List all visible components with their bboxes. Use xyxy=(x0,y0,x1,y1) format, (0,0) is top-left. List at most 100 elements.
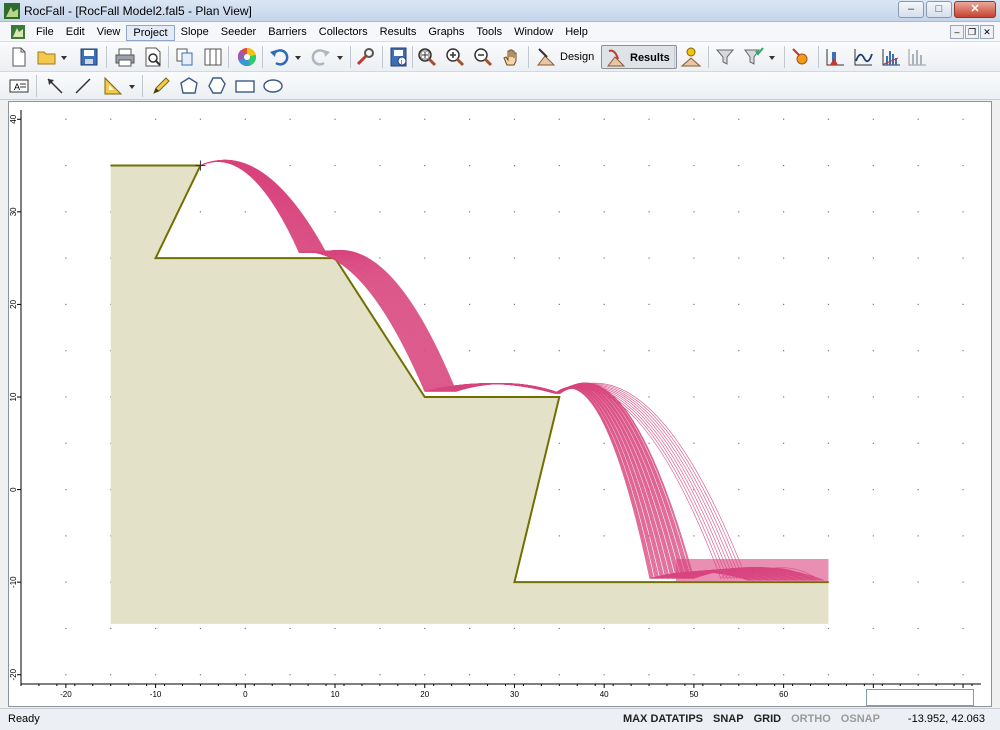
osnap-toggle[interactable]: OSNAP xyxy=(840,713,880,725)
undo-icon[interactable] xyxy=(268,46,290,68)
polyline-icon[interactable] xyxy=(206,75,228,97)
project-settings-icon[interactable]: i xyxy=(388,46,410,68)
print-icon[interactable] xyxy=(114,46,136,68)
rocfall-app-icon xyxy=(4,3,20,19)
y-tick-label: -20 xyxy=(9,668,18,680)
filter-icon[interactable] xyxy=(714,46,736,68)
rectangle-icon[interactable] xyxy=(234,75,256,97)
ortho-toggle[interactable]: ORTHO xyxy=(791,713,831,725)
menu-view[interactable]: View xyxy=(96,26,121,38)
status-ready: Ready xyxy=(8,713,40,725)
menu-results[interactable]: Results xyxy=(379,26,417,38)
line-graph-icon[interactable] xyxy=(852,46,874,68)
title-bar: RocFall - [RocFall Model2.fal5 - Plan Vi… xyxy=(0,0,1000,22)
open-folder-icon[interactable] xyxy=(36,46,58,68)
y-tick-label: -10 xyxy=(9,576,18,588)
filter-check-icon[interactable] xyxy=(742,46,764,68)
coordinate-input[interactable] xyxy=(866,689,974,706)
color-wheel-icon[interactable] xyxy=(236,46,258,68)
grid-toggle[interactable]: GRID xyxy=(753,713,782,725)
ruler-dropdown-icon[interactable] xyxy=(126,75,138,97)
menu-collectors[interactable]: Collectors xyxy=(318,26,368,38)
slope-material xyxy=(110,165,829,624)
design-mode-button[interactable]: Design xyxy=(532,45,600,69)
cursor-coordinates: -13.952, 42.063 xyxy=(907,713,985,725)
close-button[interactable]: ✕ xyxy=(954,1,996,18)
arrow-tool-icon[interactable] xyxy=(44,75,66,97)
open-dropdown-icon[interactable] xyxy=(58,46,70,68)
seeder-icon[interactable] xyxy=(680,46,702,68)
polygon-icon[interactable] xyxy=(178,75,200,97)
zoom-out-icon[interactable] xyxy=(472,46,494,68)
pencil-icon[interactable] xyxy=(150,75,172,97)
undo-dropdown-icon[interactable] xyxy=(292,46,304,68)
x-tick-label: 0 xyxy=(243,690,248,699)
results-label: Results xyxy=(630,52,670,64)
design-label: Design xyxy=(560,51,595,63)
results-mode-button[interactable]: Results xyxy=(601,45,677,69)
ellipse-icon[interactable] xyxy=(262,75,284,97)
menu-tools[interactable]: Tools xyxy=(476,26,503,38)
line-tool-icon[interactable] xyxy=(72,75,94,97)
x-tick-label: 10 xyxy=(331,690,340,699)
copy-icon[interactable] xyxy=(174,46,196,68)
new-file-icon[interactable] xyxy=(8,46,30,68)
maximize-button[interactable]: □ xyxy=(926,1,952,18)
tile-view-icon[interactable] xyxy=(202,46,224,68)
histogram-icon[interactable] xyxy=(880,46,902,68)
redo-icon[interactable] xyxy=(310,46,332,68)
main-toolbar: i Design Results xyxy=(0,42,1000,72)
mdi-restore-button[interactable]: ❐ xyxy=(965,25,979,39)
window-title: RocFall - [RocFall Model2.fal5 - Plan Vi… xyxy=(24,4,252,18)
zoom-all-icon[interactable] xyxy=(416,46,438,68)
save-icon[interactable] xyxy=(78,46,100,68)
rock-path-icon[interactable] xyxy=(790,46,812,68)
mdi-minimize-button[interactable]: – xyxy=(950,25,964,39)
menu-project[interactable]: Project xyxy=(126,25,175,41)
menu-seeder[interactable]: Seeder xyxy=(220,26,257,38)
menu-help[interactable]: Help xyxy=(565,26,588,38)
y-tick-label: 10 xyxy=(9,392,18,401)
print-preview-icon[interactable] xyxy=(142,46,164,68)
drawing-toolbar: A xyxy=(0,72,1000,100)
ruler-angle-icon[interactable] xyxy=(102,75,124,97)
x-tick-label: -10 xyxy=(150,690,162,699)
x-tick-label: 40 xyxy=(600,690,609,699)
text-box-icon[interactable]: A xyxy=(8,75,30,97)
menu-slope[interactable]: Slope xyxy=(180,26,209,38)
x-tick-label: 60 xyxy=(779,690,788,699)
redo-dropdown-icon[interactable] xyxy=(334,46,346,68)
menu-file[interactable]: File xyxy=(36,26,54,38)
pan-hand-icon[interactable] xyxy=(500,46,522,68)
menu-window[interactable]: Window xyxy=(514,26,554,38)
y-tick-label: 20 xyxy=(9,299,18,308)
trajectory-endzone xyxy=(675,559,829,583)
menu-graphs[interactable]: Graphs xyxy=(428,26,465,38)
status-bar: Ready MAX DATATIPS SNAP GRID ORTHO OSNAP… xyxy=(0,708,1000,730)
svg-text:i: i xyxy=(401,59,403,66)
document-icon[interactable] xyxy=(10,24,26,40)
bar-graph-icon[interactable] xyxy=(824,46,846,68)
filter-dropdown-icon[interactable] xyxy=(766,46,778,68)
zoom-in-icon[interactable] xyxy=(444,46,466,68)
menu-edit[interactable]: Edit xyxy=(65,26,85,38)
menu-bar: File Edit View Project Slope Seeder Barriers Co… xyxy=(0,22,1000,42)
menu-barriers[interactable]: Barriers xyxy=(268,26,307,38)
y-tick-label: 40 xyxy=(9,114,18,123)
distribution-graph-icon[interactable] xyxy=(906,46,928,68)
y-tick-label: 0 xyxy=(9,487,18,492)
x-tick-label: 20 xyxy=(420,690,429,699)
x-tick-label: 30 xyxy=(510,690,519,699)
mdi-close-button[interactable]: ✕ xyxy=(980,25,994,39)
x-tick-label: -20 xyxy=(60,690,72,699)
max-datatips-toggle[interactable]: MAX DATATIPS xyxy=(622,713,703,725)
svg-text:A: A xyxy=(14,82,20,92)
snap-toggle[interactable]: SNAP xyxy=(713,713,744,725)
slope-surface xyxy=(110,164,829,584)
x-tick-label: 50 xyxy=(689,690,698,699)
y-tick-label: 30 xyxy=(9,207,18,216)
wrench-icon[interactable] xyxy=(354,46,376,68)
minimize-button[interactable]: – xyxy=(898,1,924,18)
